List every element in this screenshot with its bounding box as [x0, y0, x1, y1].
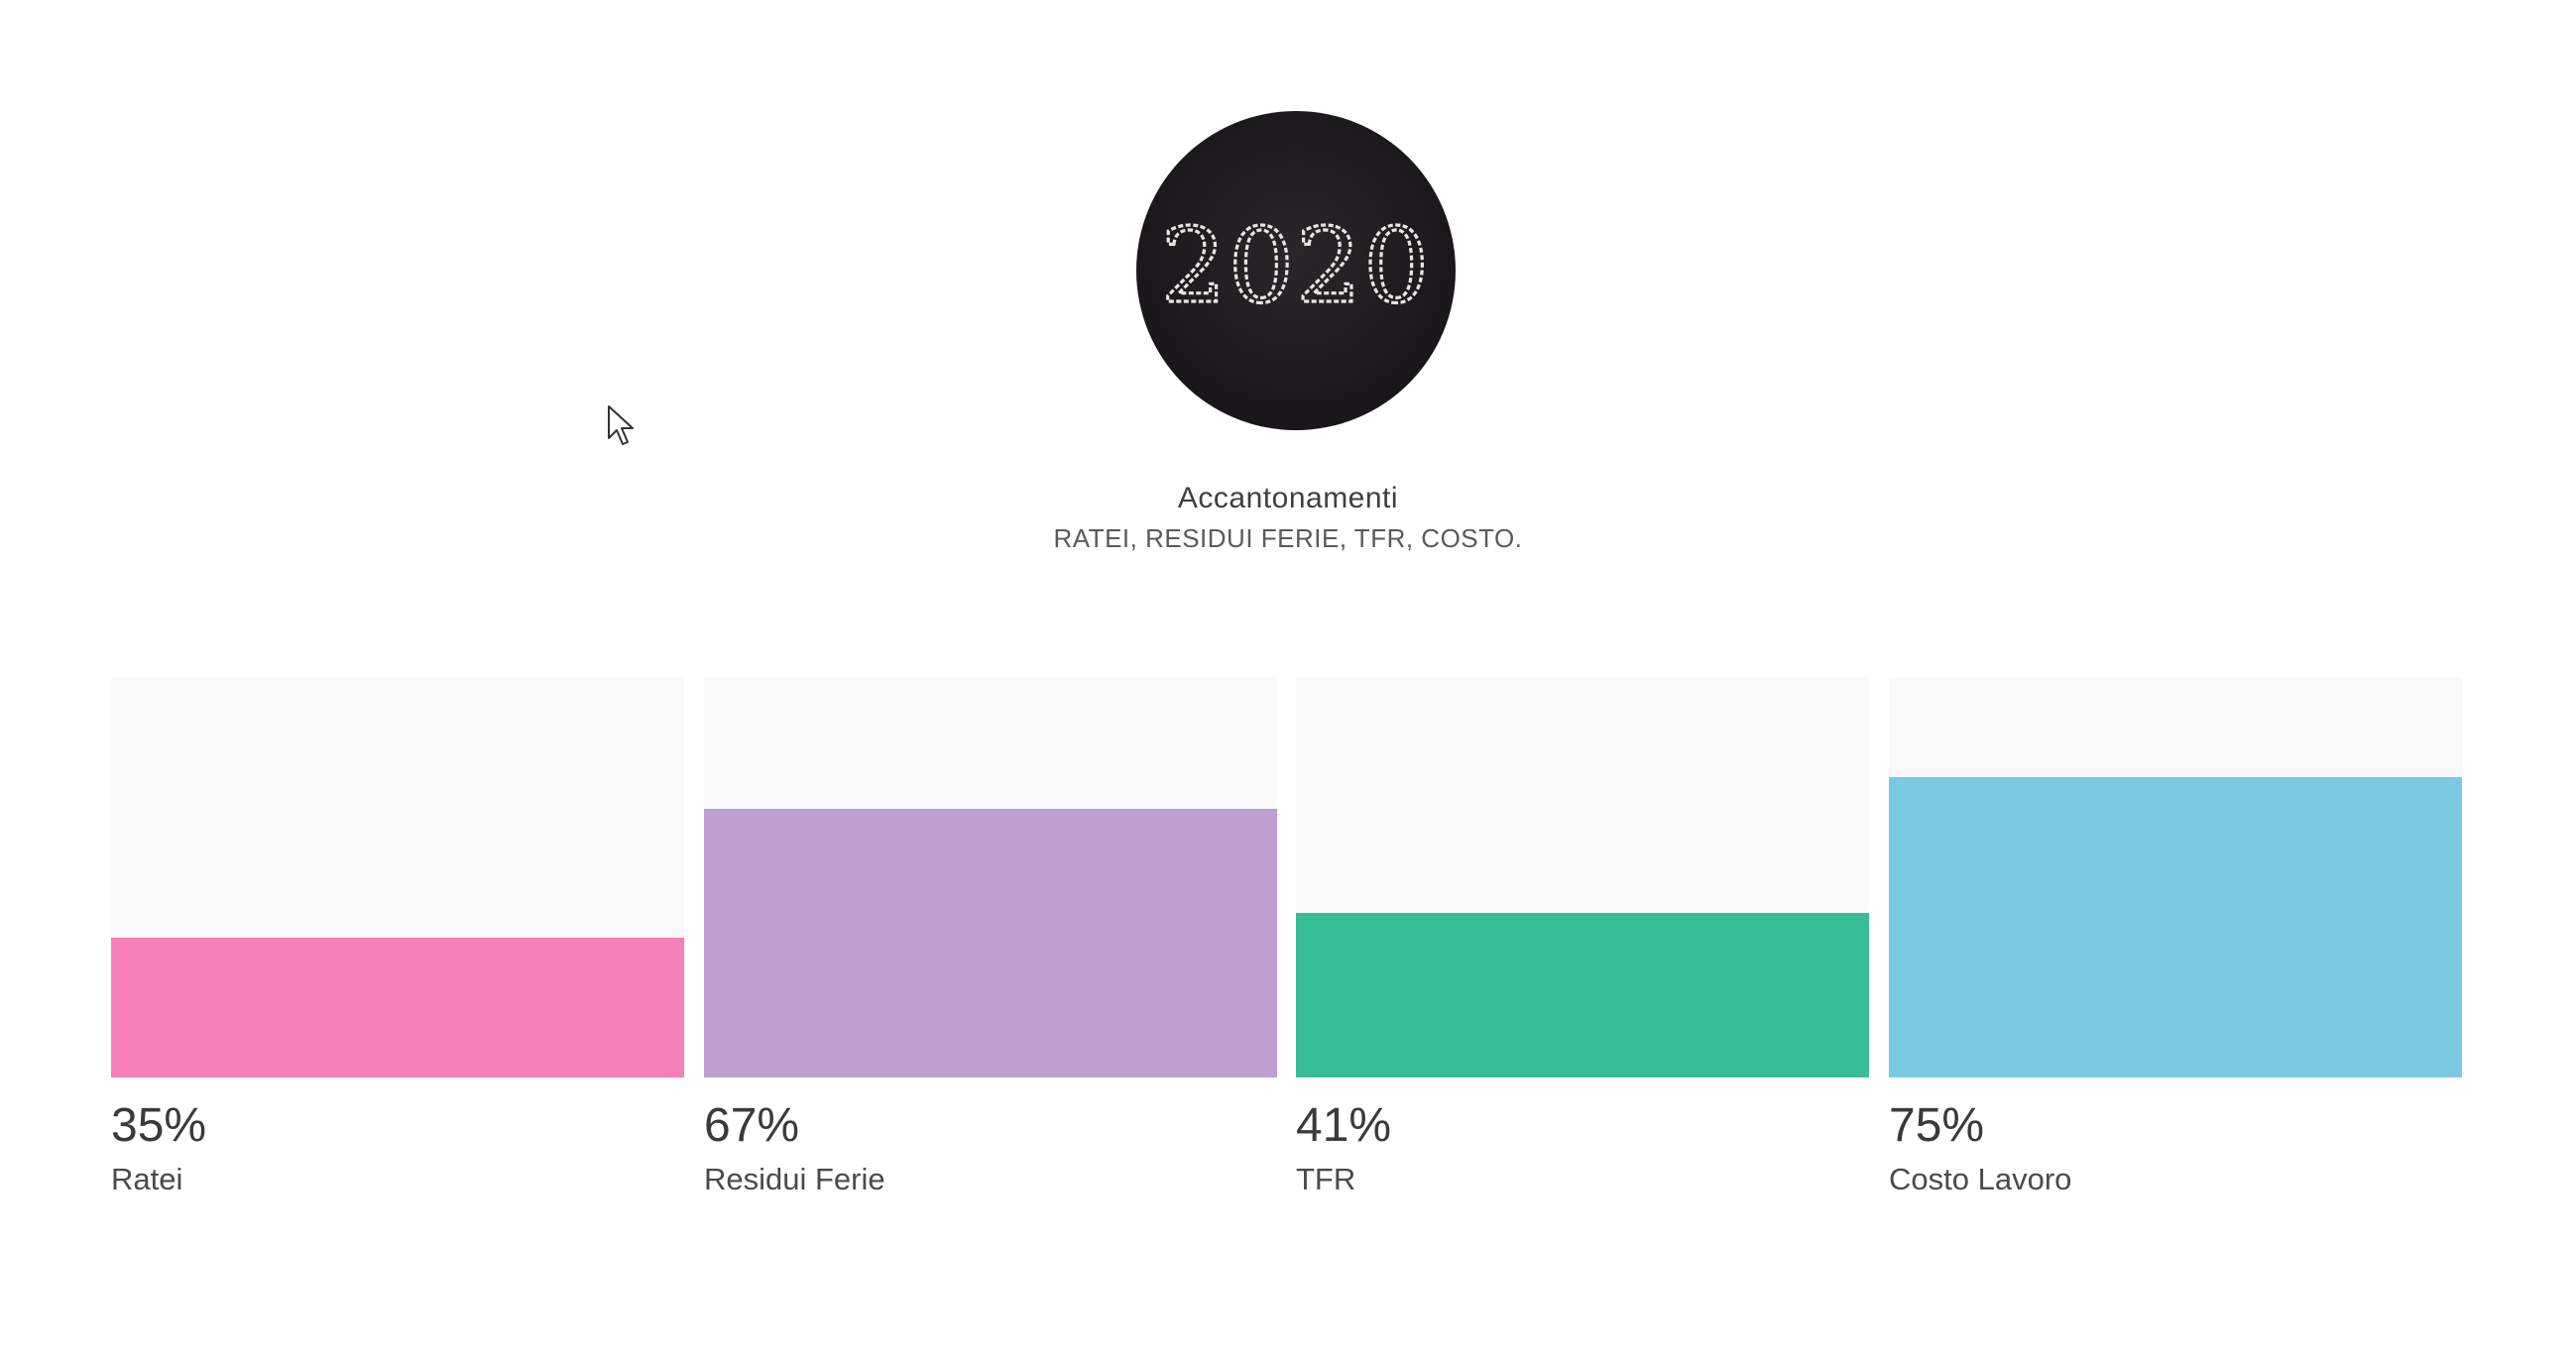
bar-track [704, 677, 1277, 1077]
bar-track [111, 677, 684, 1077]
bar-item: 75% Costo Lavoro [1889, 677, 2462, 1197]
bar-category-label: Ratei [111, 1161, 183, 1196]
bar-track [1296, 677, 1869, 1077]
bar-fill [1889, 777, 2462, 1077]
bar-item: 67% Residui Ferie [704, 677, 1277, 1197]
bar-value-label: 75% [1889, 1099, 1985, 1152]
year-2020-avatar: 2020 [1136, 111, 1456, 430]
bar-fill [111, 938, 684, 1077]
bar-value-label: 41% [1296, 1099, 1392, 1152]
bar-item: 41% TFR [1296, 677, 1869, 1197]
bar-category-label: Costo Lavoro [1889, 1161, 2072, 1196]
section-title: Accantonamenti [1177, 482, 1399, 514]
chalk-2020-logo: 2020 [1159, 203, 1432, 327]
bar-category-label: Residui Ferie [704, 1161, 885, 1196]
bar-category-label: TFR [1296, 1161, 1356, 1196]
bar-item: 35% Ratei [111, 677, 684, 1197]
bar-value-label: 67% [704, 1099, 800, 1152]
bar-value-label: 35% [111, 1099, 207, 1152]
section-subtitle: RATEI, RESIDUI FERIE, TFR, COSTO. [1053, 523, 1523, 553]
chalk-text: 2020 [1161, 205, 1432, 326]
bar-fill [704, 809, 1277, 1077]
bar-track [1889, 677, 2462, 1077]
mouse-pointer-icon [608, 405, 634, 445]
bar-fill [1296, 913, 1869, 1077]
